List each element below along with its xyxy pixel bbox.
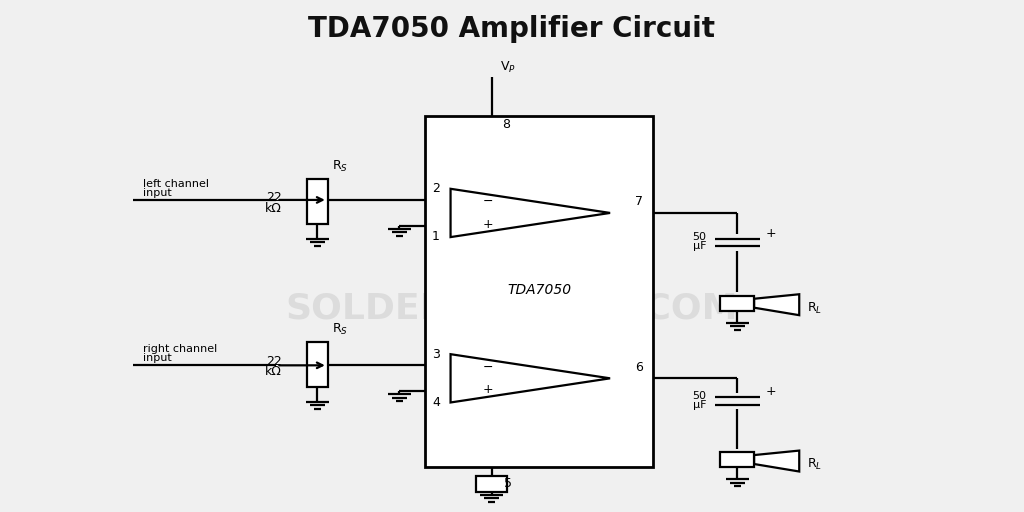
Text: +: + xyxy=(483,218,494,230)
Text: 50: 50 xyxy=(692,232,707,242)
Text: R$_L$: R$_L$ xyxy=(807,301,822,315)
Text: 7: 7 xyxy=(635,196,643,208)
Text: input: input xyxy=(143,353,172,363)
Text: +: + xyxy=(766,227,776,240)
Text: 1: 1 xyxy=(432,230,440,244)
Text: left channel: left channel xyxy=(143,179,209,188)
Text: kΩ: kΩ xyxy=(265,365,282,378)
Bar xyxy=(307,179,328,224)
Text: 6: 6 xyxy=(635,361,643,374)
Bar xyxy=(721,296,754,311)
Text: TDA7050: TDA7050 xyxy=(507,283,571,297)
Text: SOLDERINGMIND.COM: SOLDERINGMIND.COM xyxy=(286,291,738,325)
Text: 50: 50 xyxy=(692,391,707,400)
Text: μF: μF xyxy=(693,241,707,251)
Bar xyxy=(307,342,328,388)
Text: V$_P$: V$_P$ xyxy=(500,59,516,75)
Text: −: − xyxy=(483,360,494,374)
Text: R$_S$: R$_S$ xyxy=(332,322,348,337)
Polygon shape xyxy=(451,189,610,237)
Text: μF: μF xyxy=(693,399,707,410)
Text: 8: 8 xyxy=(502,118,510,131)
Text: right channel: right channel xyxy=(143,344,218,354)
Text: 3: 3 xyxy=(432,348,440,361)
Text: 4: 4 xyxy=(432,396,440,409)
Text: −: − xyxy=(483,195,494,208)
Text: TDA7050 Amplifier Circuit: TDA7050 Amplifier Circuit xyxy=(308,15,716,44)
Bar xyxy=(476,476,507,492)
Bar xyxy=(425,116,653,467)
Text: +: + xyxy=(483,383,494,396)
Text: 22: 22 xyxy=(266,355,282,368)
Text: 5: 5 xyxy=(504,477,512,490)
Text: 2: 2 xyxy=(432,182,440,196)
Text: R$_L$: R$_L$ xyxy=(807,457,822,472)
Text: kΩ: kΩ xyxy=(265,202,282,215)
Polygon shape xyxy=(754,294,799,315)
Text: R$_S$: R$_S$ xyxy=(332,158,348,174)
Polygon shape xyxy=(451,354,610,402)
Text: +: + xyxy=(766,386,776,398)
Text: 22: 22 xyxy=(266,191,282,204)
Bar xyxy=(721,452,754,467)
Polygon shape xyxy=(754,451,799,472)
Text: input: input xyxy=(143,188,172,198)
